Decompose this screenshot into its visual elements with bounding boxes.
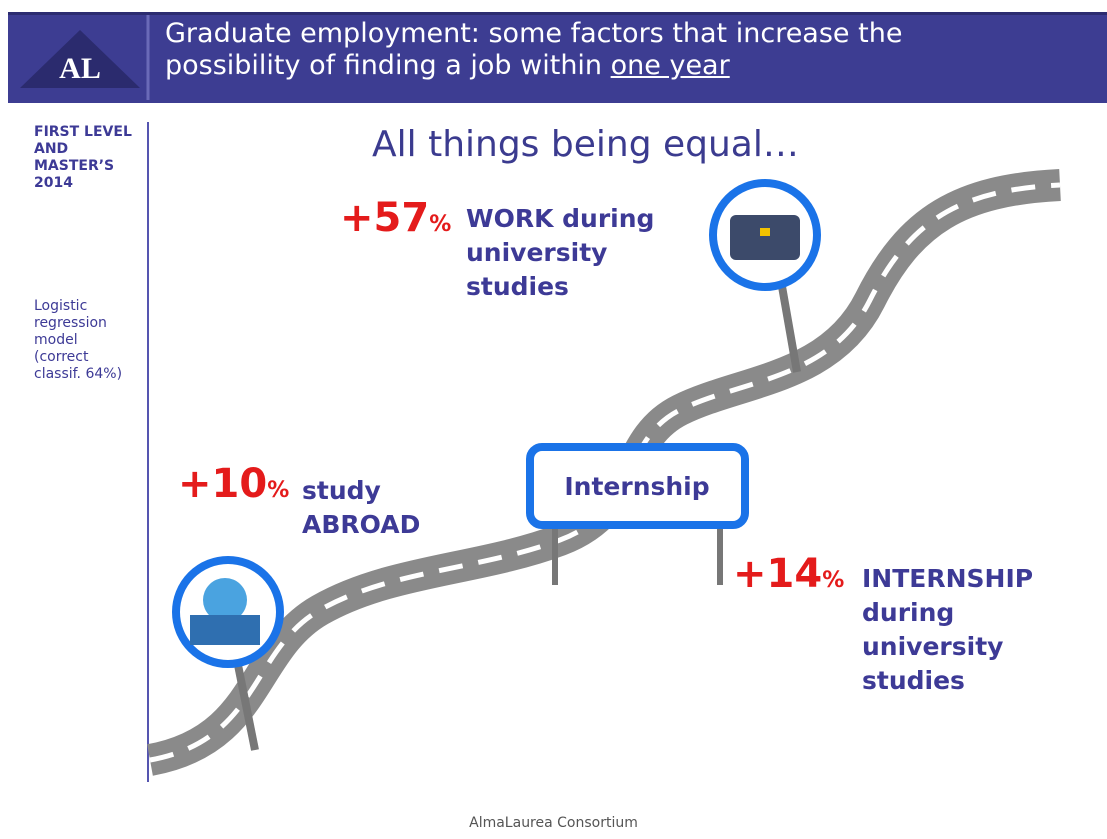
- factor-label: study ABROAD: [302, 474, 420, 542]
- label-line: ABROAD: [302, 508, 420, 542]
- change-unit: %: [429, 212, 451, 237]
- title-text: possibility of finding a job within: [165, 50, 611, 81]
- model-line: (correct: [34, 349, 122, 366]
- label-line: during: [862, 596, 1033, 630]
- cohort-line: 2014: [34, 175, 132, 192]
- model-line: Logistic: [34, 298, 122, 315]
- change: +14%: [733, 552, 844, 603]
- change-unit: %: [822, 568, 844, 593]
- label-line: WORK during: [466, 202, 654, 236]
- change-value: +10: [178, 461, 267, 507]
- label-line: university: [466, 236, 654, 270]
- model-note: Logistic regression model (correct class…: [34, 298, 122, 383]
- change: +57%: [340, 196, 451, 247]
- factor-label: INTERNSHIP during university studies: [862, 562, 1033, 698]
- title-line: Graduate employment: some factors that i…: [165, 18, 902, 50]
- label-line: university: [862, 630, 1033, 664]
- title: Graduate employment: some factors that i…: [165, 18, 902, 82]
- logo-text: AL: [59, 52, 101, 85]
- model-line: classif. 64%): [34, 366, 122, 383]
- cohort-line: MASTER’S: [34, 158, 132, 175]
- change-value: +57: [340, 195, 429, 241]
- label-line: studies: [466, 270, 654, 304]
- footer: AlmaLaurea Consortium: [0, 815, 1107, 831]
- change-value: +14: [733, 551, 822, 597]
- label-line: studies: [862, 664, 1033, 698]
- model-line: model: [34, 332, 122, 349]
- briefcase-icon: [730, 215, 800, 260]
- briefcase-lock: [760, 228, 770, 236]
- cohort-line: AND: [34, 141, 132, 158]
- title-line: possibility of finding a job within one …: [165, 50, 902, 82]
- cohort: FIRST LEVEL AND MASTER’S 2014: [34, 124, 132, 192]
- books-icon: [190, 615, 260, 645]
- label-line: INTERNSHIP: [862, 562, 1033, 596]
- label-line: study: [302, 474, 420, 508]
- model-line: regression: [34, 315, 122, 332]
- slide: AL Internship Graduate employment: some …: [0, 0, 1107, 839]
- cohort-line: FIRST LEVEL: [34, 124, 132, 141]
- change: +10%: [178, 462, 289, 513]
- factor-label: WORK during university studies: [466, 202, 654, 304]
- title-underlined: one year: [611, 50, 730, 81]
- sign-text: Internship: [564, 472, 709, 501]
- change-unit: %: [267, 478, 289, 503]
- subtitle: All things being equal…: [372, 124, 799, 165]
